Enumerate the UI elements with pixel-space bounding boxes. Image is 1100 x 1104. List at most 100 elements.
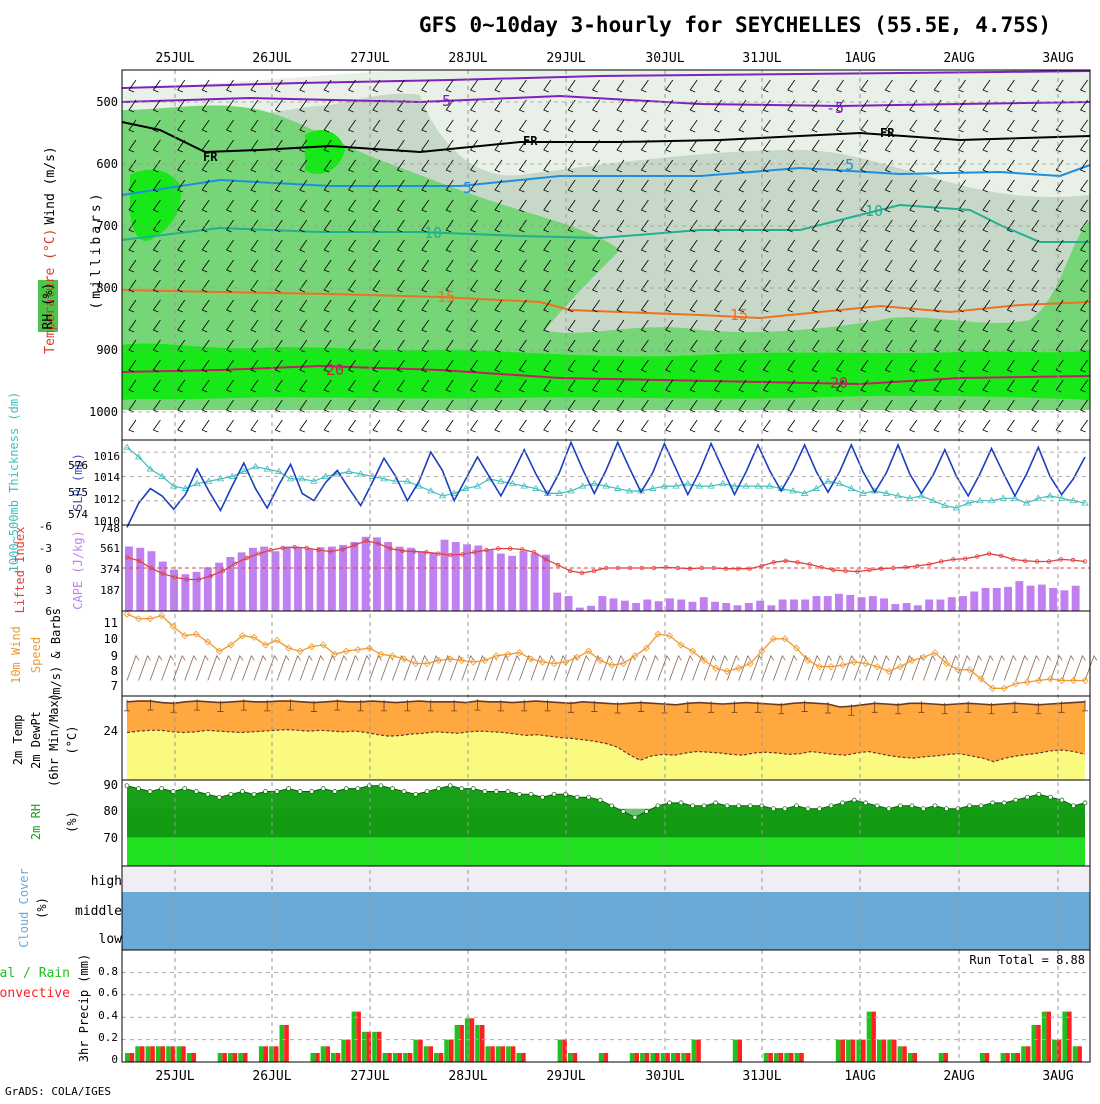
temp-minmax-bar (848, 704, 855, 716)
wind-barb (884, 359, 893, 373)
wind-barb (909, 119, 918, 133)
wind-barb (665, 419, 674, 433)
precip-yticks: 0.8 0.6 0.4 0.2 0 (98, 965, 118, 1066)
precip-conv-bar (129, 1053, 135, 1062)
thickness-marker (520, 482, 528, 489)
wind-barb (445, 339, 454, 353)
rh-marker (747, 803, 753, 809)
wind-barb (1079, 239, 1088, 253)
panel-bg-precip (122, 950, 1090, 1062)
temp-minmax-bar (194, 699, 201, 711)
wind-barb (152, 219, 161, 233)
precip-total-bar (372, 1031, 377, 1062)
wind-barb (250, 299, 259, 313)
thickness-marker (742, 482, 750, 489)
wind-barb (909, 419, 918, 433)
wind-barb (518, 399, 527, 413)
thickness-marker (240, 467, 248, 474)
wind10-barb (1015, 654, 1029, 681)
rh-marker (159, 786, 164, 791)
thickness-marker (952, 504, 961, 511)
li-marker (795, 560, 800, 565)
wind-barb (616, 359, 625, 373)
wind-barb (469, 139, 478, 153)
rh-marker (1071, 803, 1076, 809)
wind-barb (421, 99, 430, 113)
wind-barb (567, 199, 576, 213)
rh-marker (274, 789, 280, 794)
cape-bar (181, 574, 190, 611)
wind-barb (665, 399, 674, 413)
cape-bar (587, 605, 595, 611)
wind-barb (909, 159, 918, 173)
li-marker (196, 577, 201, 582)
contour-label-15: 15 (437, 288, 455, 306)
wind-barb (177, 339, 186, 353)
cape-bar (373, 537, 381, 611)
temp-minmax-bar (287, 699, 294, 711)
date-label-top: 26JUL (252, 51, 291, 66)
wind-barb (762, 139, 771, 153)
wind10-barb (1003, 654, 1017, 681)
rh-marker (978, 803, 984, 809)
li-marker (927, 562, 932, 567)
wind-barb (543, 199, 552, 213)
wind-barb (177, 299, 186, 313)
rh-marker (367, 783, 372, 789)
wind-barb (1055, 159, 1064, 173)
wind-barb (469, 339, 478, 353)
temp-minmax-bar (310, 700, 317, 712)
li-tick: -3 (39, 542, 52, 555)
wind-barb (543, 379, 552, 393)
precip-conv-bar (1036, 1025, 1041, 1062)
precip-conv-bar (871, 1011, 876, 1062)
wind-barb (567, 379, 576, 393)
contour-line-freeze (121, 121, 1091, 154)
wind-barb (347, 179, 356, 193)
wind-barb (274, 79, 283, 93)
wind-barb (933, 199, 942, 213)
cape-bar (271, 551, 280, 611)
temp-minmax-bar (1035, 702, 1042, 715)
thickness-marker (473, 482, 482, 489)
wind-barb (591, 179, 600, 193)
rh-marker (678, 800, 684, 806)
wind-barb (1079, 419, 1088, 433)
li-tick: -6 (39, 520, 52, 533)
rh-marker (886, 806, 892, 812)
wind-barb (591, 79, 600, 93)
precip-conv-bar (191, 1053, 196, 1062)
wind-barb (787, 299, 796, 313)
wind-barb (347, 379, 356, 393)
wind-barb (689, 99, 698, 113)
wind-barb (225, 419, 234, 433)
precip-total-bar (1000, 1053, 1006, 1062)
thickness-marker (695, 482, 704, 489)
upper-ytick: 700 (96, 219, 118, 233)
wind-barb (1055, 239, 1064, 253)
precip-total-bar (392, 1053, 398, 1062)
wind-barb (177, 399, 186, 413)
wind-barb (372, 419, 381, 433)
precip-conv-bar (768, 1053, 773, 1062)
wind-barb (201, 199, 210, 213)
wind-barb (835, 259, 844, 273)
precip-ylabel-b: Convective (0, 986, 70, 1001)
wind10-marker (908, 656, 916, 665)
wind-barb (616, 379, 625, 393)
wind-barb (445, 199, 454, 213)
wind-barb (225, 119, 234, 133)
precip-conv-bar (675, 1053, 681, 1062)
wind-barb (494, 199, 503, 213)
wind-barb (591, 119, 600, 133)
precip-ylabel-c: 3hr Precip (mm) (77, 954, 91, 1062)
precip-total-bar (506, 1046, 511, 1062)
wind10-barb (265, 654, 278, 681)
wind-tick: 7 (111, 679, 118, 693)
wind-barb (713, 399, 722, 413)
wind-barb (689, 199, 698, 213)
wind10-barb (1026, 654, 1040, 681)
wind-barb (811, 259, 820, 273)
precip-conv-bar (943, 1053, 948, 1062)
precip-conv-bar (500, 1046, 506, 1062)
